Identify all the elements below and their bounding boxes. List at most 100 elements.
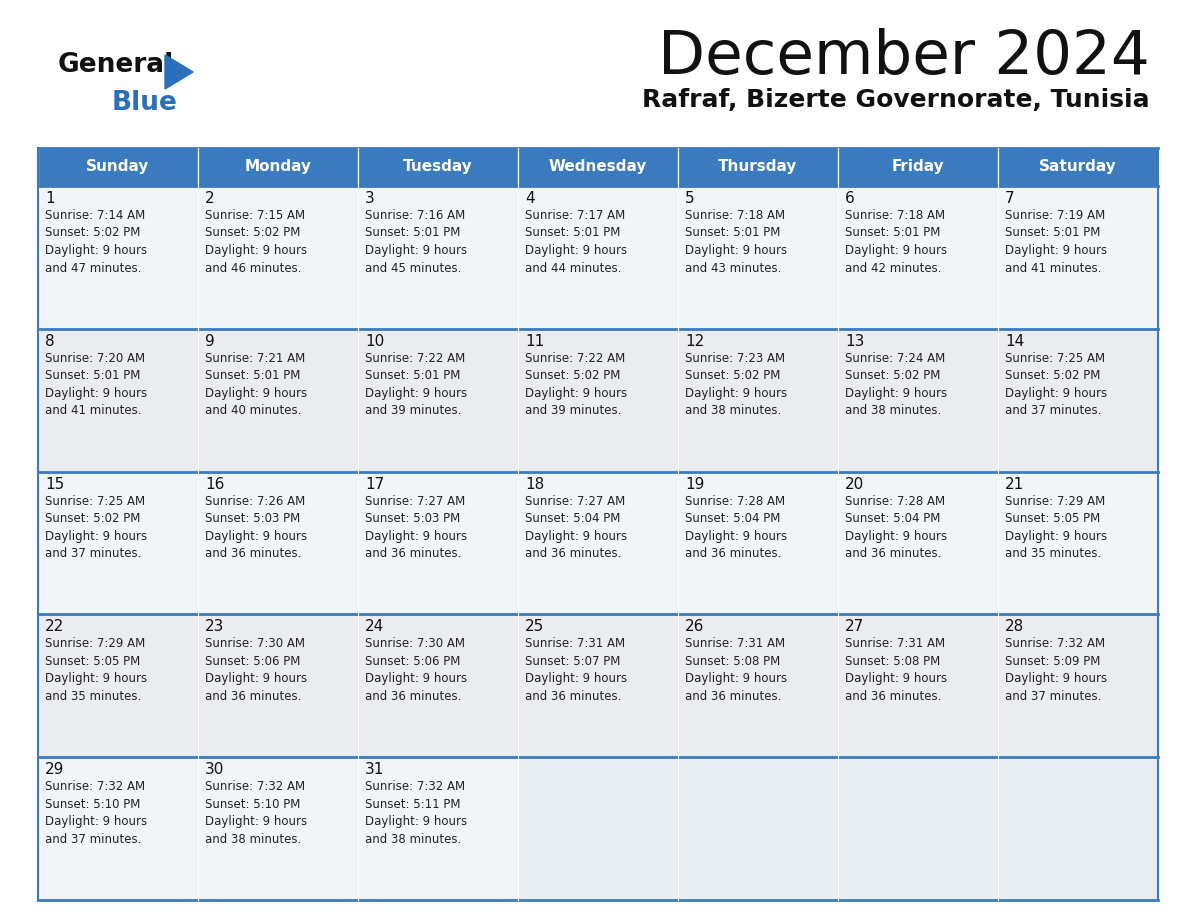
Text: and 37 minutes.: and 37 minutes. — [45, 547, 141, 560]
Text: and 46 minutes.: and 46 minutes. — [206, 262, 302, 274]
Text: and 41 minutes.: and 41 minutes. — [45, 404, 141, 418]
Bar — [998, 614, 1158, 757]
Text: and 39 minutes.: and 39 minutes. — [365, 404, 461, 418]
Text: and 41 minutes.: and 41 minutes. — [1005, 262, 1101, 274]
Text: Sunset: 5:01 PM: Sunset: 5:01 PM — [845, 227, 941, 240]
Text: and 45 minutes.: and 45 minutes. — [365, 262, 461, 274]
Bar — [358, 757, 518, 900]
Text: Daylight: 9 hours: Daylight: 9 hours — [1005, 530, 1107, 543]
Text: Sunrise: 7:32 AM: Sunrise: 7:32 AM — [365, 780, 466, 793]
Bar — [838, 472, 998, 614]
Text: Daylight: 9 hours: Daylight: 9 hours — [525, 244, 627, 257]
Text: Sunrise: 7:22 AM: Sunrise: 7:22 AM — [365, 352, 466, 364]
Text: 31: 31 — [365, 762, 385, 778]
Bar — [998, 186, 1158, 329]
Text: 18: 18 — [525, 476, 544, 492]
Bar — [678, 148, 838, 186]
Bar — [198, 329, 358, 472]
Bar — [838, 186, 998, 329]
Text: Sunrise: 7:18 AM: Sunrise: 7:18 AM — [845, 209, 946, 222]
Text: Sunrise: 7:32 AM: Sunrise: 7:32 AM — [1005, 637, 1105, 650]
Bar — [38, 329, 198, 472]
Text: and 38 minutes.: and 38 minutes. — [365, 833, 461, 845]
Text: Sunrise: 7:27 AM: Sunrise: 7:27 AM — [365, 495, 466, 508]
Text: Sunrise: 7:30 AM: Sunrise: 7:30 AM — [365, 637, 465, 650]
Text: and 42 minutes.: and 42 minutes. — [845, 262, 942, 274]
Text: Daylight: 9 hours: Daylight: 9 hours — [45, 815, 147, 828]
Text: Sunset: 5:04 PM: Sunset: 5:04 PM — [845, 512, 941, 525]
Text: Sunset: 5:03 PM: Sunset: 5:03 PM — [206, 512, 301, 525]
Text: Sunset: 5:02 PM: Sunset: 5:02 PM — [45, 227, 140, 240]
Text: 28: 28 — [1005, 620, 1024, 634]
Text: Sunrise: 7:21 AM: Sunrise: 7:21 AM — [206, 352, 305, 364]
Bar — [358, 186, 518, 329]
Text: and 37 minutes.: and 37 minutes. — [1005, 404, 1101, 418]
Text: Daylight: 9 hours: Daylight: 9 hours — [365, 386, 467, 400]
Text: Sunset: 5:01 PM: Sunset: 5:01 PM — [45, 369, 140, 382]
Text: Daylight: 9 hours: Daylight: 9 hours — [45, 530, 147, 543]
Text: Sunset: 5:10 PM: Sunset: 5:10 PM — [206, 798, 301, 811]
Text: 4: 4 — [525, 191, 535, 206]
Text: Daylight: 9 hours: Daylight: 9 hours — [45, 386, 147, 400]
Text: Daylight: 9 hours: Daylight: 9 hours — [45, 244, 147, 257]
Text: 5: 5 — [685, 191, 695, 206]
Bar — [38, 148, 198, 186]
Text: and 40 minutes.: and 40 minutes. — [206, 404, 302, 418]
Text: Sunrise: 7:28 AM: Sunrise: 7:28 AM — [685, 495, 785, 508]
Bar — [518, 148, 678, 186]
Text: Sunrise: 7:30 AM: Sunrise: 7:30 AM — [206, 637, 305, 650]
Text: Sunrise: 7:19 AM: Sunrise: 7:19 AM — [1005, 209, 1105, 222]
Text: 17: 17 — [365, 476, 384, 492]
Text: Daylight: 9 hours: Daylight: 9 hours — [365, 244, 467, 257]
Text: Sunrise: 7:29 AM: Sunrise: 7:29 AM — [1005, 495, 1105, 508]
Bar — [518, 472, 678, 614]
Text: Sunset: 5:01 PM: Sunset: 5:01 PM — [1005, 227, 1100, 240]
Text: General: General — [58, 52, 175, 78]
Text: Daylight: 9 hours: Daylight: 9 hours — [845, 530, 947, 543]
Text: 24: 24 — [365, 620, 384, 634]
Text: December 2024: December 2024 — [658, 28, 1150, 87]
Text: 20: 20 — [845, 476, 864, 492]
Text: 12: 12 — [685, 334, 704, 349]
Bar — [38, 757, 198, 900]
Text: Sunrise: 7:25 AM: Sunrise: 7:25 AM — [45, 495, 145, 508]
Text: Daylight: 9 hours: Daylight: 9 hours — [206, 815, 308, 828]
Text: Daylight: 9 hours: Daylight: 9 hours — [845, 386, 947, 400]
Text: Sunrise: 7:25 AM: Sunrise: 7:25 AM — [1005, 352, 1105, 364]
Text: and 38 minutes.: and 38 minutes. — [845, 404, 941, 418]
Text: Sunrise: 7:31 AM: Sunrise: 7:31 AM — [685, 637, 785, 650]
Text: Sunset: 5:01 PM: Sunset: 5:01 PM — [365, 369, 461, 382]
Text: Sunday: Sunday — [87, 160, 150, 174]
Bar — [678, 329, 838, 472]
Text: Saturday: Saturday — [1040, 160, 1117, 174]
Text: Sunset: 5:04 PM: Sunset: 5:04 PM — [685, 512, 781, 525]
Bar — [678, 614, 838, 757]
Text: Daylight: 9 hours: Daylight: 9 hours — [685, 244, 788, 257]
Text: Sunset: 5:06 PM: Sunset: 5:06 PM — [365, 655, 461, 668]
Text: Daylight: 9 hours: Daylight: 9 hours — [845, 244, 947, 257]
Text: Sunset: 5:06 PM: Sunset: 5:06 PM — [206, 655, 301, 668]
Text: Sunrise: 7:15 AM: Sunrise: 7:15 AM — [206, 209, 305, 222]
Text: and 44 minutes.: and 44 minutes. — [525, 262, 621, 274]
Bar — [678, 186, 838, 329]
Text: and 35 minutes.: and 35 minutes. — [45, 690, 141, 703]
Text: Daylight: 9 hours: Daylight: 9 hours — [685, 672, 788, 686]
Bar — [358, 148, 518, 186]
Bar — [998, 148, 1158, 186]
Text: 1: 1 — [45, 191, 55, 206]
Bar — [518, 614, 678, 757]
Text: 29: 29 — [45, 762, 64, 778]
Text: 21: 21 — [1005, 476, 1024, 492]
Text: Sunset: 5:02 PM: Sunset: 5:02 PM — [45, 512, 140, 525]
Text: Sunset: 5:02 PM: Sunset: 5:02 PM — [685, 369, 781, 382]
Text: Sunrise: 7:14 AM: Sunrise: 7:14 AM — [45, 209, 145, 222]
Bar — [198, 614, 358, 757]
Bar — [678, 472, 838, 614]
Text: and 38 minutes.: and 38 minutes. — [206, 833, 302, 845]
Text: and 36 minutes.: and 36 minutes. — [365, 690, 461, 703]
Text: Sunrise: 7:22 AM: Sunrise: 7:22 AM — [525, 352, 625, 364]
Bar — [518, 757, 678, 900]
Text: 9: 9 — [206, 334, 215, 349]
Text: Sunset: 5:02 PM: Sunset: 5:02 PM — [845, 369, 941, 382]
Bar — [838, 148, 998, 186]
